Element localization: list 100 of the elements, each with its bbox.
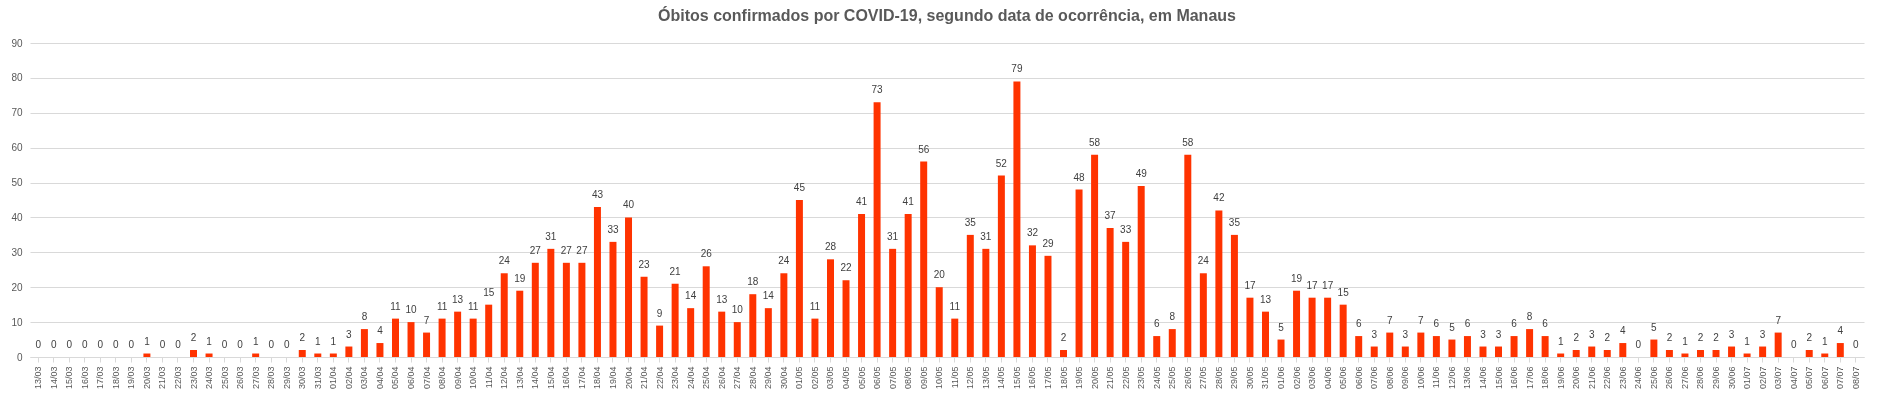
x-tick-label: 13/06: [1462, 366, 1473, 390]
data-label: 40: [622, 199, 635, 211]
x-tick-label: 26/03: [235, 366, 246, 390]
data-label: 2: [1806, 332, 1813, 344]
bar: [531, 262, 539, 357]
bar: [982, 248, 990, 357]
data-label: 10: [405, 304, 418, 316]
x-tick-label: 29/06: [1711, 366, 1722, 390]
bar: [1510, 336, 1518, 357]
x-tick-label: 19/06: [1555, 366, 1566, 390]
y-tick-label: 20: [11, 281, 23, 293]
bar: [997, 175, 1005, 357]
data-label: 8: [1526, 311, 1533, 323]
x-tick-label: 23/04: [670, 366, 681, 390]
data-label: 11: [467, 300, 479, 312]
bar: [873, 102, 881, 357]
bar: [1728, 346, 1736, 357]
data-label: 2: [1573, 332, 1580, 344]
data-label: 5: [1278, 321, 1285, 333]
data-label: 31: [980, 230, 992, 242]
bar: [733, 322, 741, 357]
x-tick-label: 15/05: [1011, 366, 1022, 390]
bar: [345, 346, 353, 357]
bar: [1495, 346, 1503, 357]
x-tick-label: 24/05: [1151, 366, 1162, 390]
data-label: 0: [1790, 339, 1797, 350]
data-label: 0: [175, 339, 182, 350]
x-tick-label: 15/03: [64, 366, 75, 390]
data-label: 7: [423, 314, 430, 326]
bar: [1184, 154, 1192, 357]
bar: [764, 308, 772, 357]
x-tick-label: 09/04: [452, 366, 463, 390]
x-tick-label: 24/06: [1633, 366, 1644, 390]
x-tick-label: 30/04: [778, 366, 789, 390]
bar: [1572, 350, 1580, 357]
bar: [469, 318, 477, 357]
bar: [1091, 154, 1099, 357]
x-tick-label: 16/04: [561, 366, 572, 390]
data-label: 0: [1853, 339, 1860, 350]
x-tick-label: 13/03: [33, 366, 44, 390]
x-tick-label: 29/04: [763, 366, 774, 390]
bar: [1650, 339, 1658, 357]
x-tick-label: 08/06: [1384, 366, 1395, 390]
x-tick-label: 27/05: [1198, 366, 1209, 390]
x-tick-label: 25/06: [1648, 366, 1659, 390]
data-label: 1: [144, 335, 151, 347]
data-label: 1: [315, 335, 322, 347]
bar: [516, 290, 524, 357]
bar: [562, 262, 570, 357]
data-label: 79: [1011, 63, 1023, 75]
x-tick-label: 22/06: [1602, 366, 1613, 390]
x-tick-label: 24/03: [204, 366, 215, 390]
x-tick-label: 15/06: [1493, 366, 1504, 390]
data-label: 0: [159, 339, 166, 350]
x-tick-label: 26/04: [716, 366, 727, 390]
bar: [1479, 346, 1487, 357]
data-label: 6: [1433, 318, 1440, 330]
data-label: 17: [1306, 279, 1319, 291]
x-tick-label: 30/06: [1726, 366, 1737, 390]
bar: [702, 266, 710, 357]
x-tick-label: 29/03: [281, 366, 292, 390]
x-tick-label: 08/05: [903, 366, 914, 390]
data-label: 1: [330, 335, 337, 347]
data-label: 27: [576, 244, 588, 256]
data-label: 19: [1290, 272, 1303, 284]
data-label: 14: [685, 290, 697, 302]
x-tick-label: 20/06: [1571, 366, 1582, 390]
bar: [811, 318, 819, 357]
bar: [578, 262, 586, 357]
data-label: 0: [50, 339, 57, 350]
bar: [780, 273, 788, 357]
x-tick-label: 19/04: [607, 366, 618, 390]
x-tick-label: 16/03: [79, 366, 90, 390]
data-label: 7: [1386, 314, 1393, 326]
bar: [485, 304, 493, 357]
bar: [842, 280, 850, 357]
data-label: 27: [560, 244, 573, 256]
x-tick-label: 25/04: [701, 366, 712, 390]
x-tick-label: 05/04: [390, 366, 401, 390]
bar: [1665, 350, 1673, 357]
data-label: 3: [1728, 328, 1735, 340]
data-label: 0: [283, 339, 290, 350]
bar: [1759, 346, 1767, 357]
x-tick-label: 03/05: [825, 366, 836, 390]
x-tick-label: 20/03: [141, 366, 152, 390]
x-tick-label: 07/06: [1369, 366, 1380, 390]
x-tick-label: 01/07: [1742, 366, 1753, 390]
x-tick-label: 16/06: [1509, 366, 1520, 390]
data-label: 33: [607, 223, 619, 235]
x-tick-label: 18/03: [110, 366, 121, 390]
x-tick-label: 04/04: [374, 366, 385, 390]
x-tick-label: 12/05: [965, 366, 976, 390]
x-tick-label: 28/03: [266, 366, 277, 390]
data-label: 41: [902, 195, 915, 207]
data-label: 1: [206, 335, 213, 347]
data-label: 2: [1060, 332, 1067, 344]
x-tick-label: 14/05: [996, 366, 1007, 390]
data-label: 3: [346, 328, 353, 340]
data-label: 31: [887, 230, 899, 242]
data-label: 45: [793, 182, 806, 193]
